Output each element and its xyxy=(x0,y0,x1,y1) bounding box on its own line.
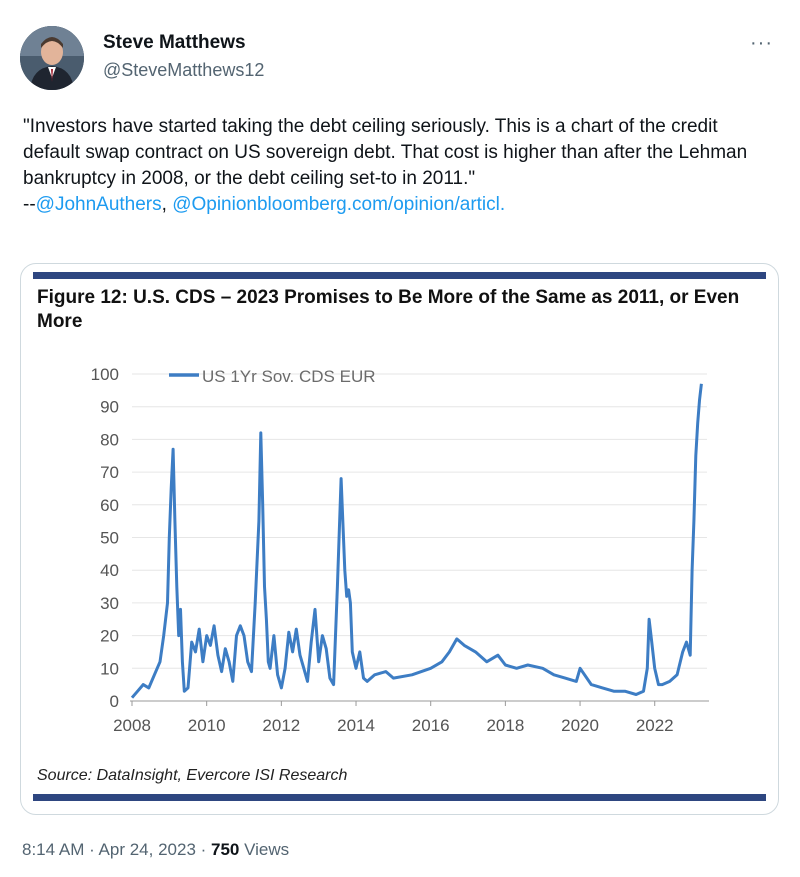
x-tick-label: 2016 xyxy=(412,716,450,735)
y-tick-label: 90 xyxy=(100,398,119,417)
y-tick-label: 0 xyxy=(110,692,119,711)
tweet-body: "Investors have started taking the debt … xyxy=(23,116,753,189)
mention-link[interactable]: @JohnAuthers xyxy=(35,194,162,215)
tweet-timestamp[interactable]: 8:14 AM · Apr 24, 2023 · xyxy=(22,840,212,859)
x-tick-label: 2012 xyxy=(262,716,300,735)
y-tick-label: 70 xyxy=(100,463,119,482)
avatar-image xyxy=(20,26,84,90)
user-name[interactable]: Steve Matthews xyxy=(103,32,246,53)
y-tick-label: 100 xyxy=(91,365,119,384)
tweet-text: "Investors have started taking the debt … xyxy=(23,114,778,218)
y-tick-label: 30 xyxy=(100,594,119,613)
y-tick-label: 80 xyxy=(100,430,119,449)
top-border-bar xyxy=(33,272,766,279)
x-tick-label: 2014 xyxy=(337,716,375,735)
x-tick-label: 2008 xyxy=(113,716,151,735)
y-tick-label: 50 xyxy=(100,529,119,548)
bottom-border-bar xyxy=(33,794,766,801)
tweet-separator: , xyxy=(161,194,173,215)
y-tick-label: 10 xyxy=(100,659,119,678)
tweet-prefix: -- xyxy=(23,194,36,215)
chart-title: Figure 12: U.S. CDS – 2023 Promises to B… xyxy=(37,287,740,332)
user-handle[interactable]: @SteveMatthews12 xyxy=(103,60,265,80)
legend-label: US 1Yr Sov. CDS EUR xyxy=(202,367,376,386)
x-tick-label: 2020 xyxy=(561,716,599,735)
series-line-us-1yr-cds xyxy=(130,383,703,699)
tweet-footer: 8:14 AM · Apr 24, 2023 · 750 Views xyxy=(22,840,289,860)
x-tick-label: 2010 xyxy=(188,716,226,735)
avatar[interactable] xyxy=(20,26,84,90)
chart-source: Source: DataInsight, Evercore ISI Resear… xyxy=(37,767,348,784)
x-tick-label: 2022 xyxy=(636,716,674,735)
media-card[interactable]: 0 10 20 30 40 50 60 70 80 90 100 2008 2010 2012 2014 2… xyxy=(20,263,779,815)
x-tick-label: 2018 xyxy=(486,716,524,735)
y-tick-label: 60 xyxy=(100,496,119,515)
article-url-link[interactable]: bloomberg.com/opinion/articl. xyxy=(256,194,506,215)
chart-figure: 0 10 20 30 40 50 60 70 80 90 100 2008 2010 2012 2014 2… xyxy=(33,272,766,801)
views-label: Views xyxy=(239,840,290,859)
mention-link-opinion[interactable]: @Opinion xyxy=(172,194,257,215)
y-tick-label: 20 xyxy=(100,627,119,646)
more-options-icon[interactable]: ··· xyxy=(750,32,773,54)
views-count: 750 xyxy=(211,840,240,859)
y-tick-label: 40 xyxy=(100,561,119,580)
